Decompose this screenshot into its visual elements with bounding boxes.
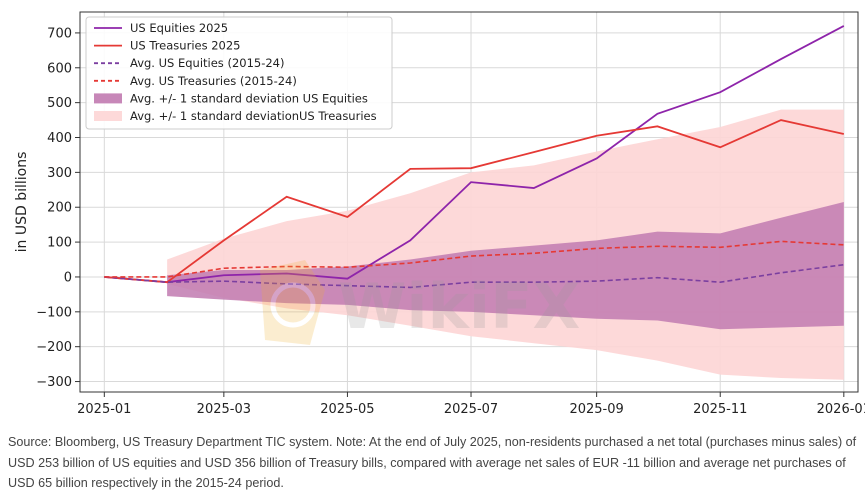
y-tick-label: 0 xyxy=(64,270,72,285)
y-tick-label: 400 xyxy=(47,131,72,146)
line-avg-us-treasuries xyxy=(104,240,844,278)
y-tick-label: −300 xyxy=(36,375,72,390)
legend-band-equities-swatch xyxy=(94,93,122,104)
y-tick-label: 300 xyxy=(47,166,72,181)
y-axis-label: in USD billions xyxy=(14,152,30,253)
legend-us-treasuries-2025-label: US Treasuries 2025 xyxy=(130,39,241,53)
legend-box xyxy=(85,16,393,130)
band-equities-std xyxy=(167,202,844,330)
x-tick-label: 2025-05 xyxy=(320,402,374,417)
y-tick-label: −100 xyxy=(36,305,72,320)
legend-band-treasuries-label: Avg. +/- 1 standard deviationUS Treasuri… xyxy=(130,109,377,123)
chart: −300 −200 −100 0 100 200 300 400 500 600 700 2025-0… xyxy=(14,11,865,417)
x-tick-label: 2025-03 xyxy=(197,402,251,417)
legend-band-equities-label: Avg. +/- 1 standard deviation US Equitie… xyxy=(130,91,368,105)
x-tick-label: 2026-01 xyxy=(817,402,865,417)
line-us-treasuries-2025 xyxy=(104,119,845,284)
line-avg-us-equities xyxy=(104,263,844,289)
legend-avg-us-treasuries-label: Avg. US Treasuries (2015-24) xyxy=(130,74,297,88)
line-us-equities-2025 xyxy=(104,25,845,284)
plot-area xyxy=(104,25,845,380)
chart-svg: −300 −200 −100 0 100 200 300 400 500 600 700 2025-0… xyxy=(14,11,865,417)
y-tick-label: 500 xyxy=(47,96,72,111)
x-tick-label: 2025-09 xyxy=(569,402,623,417)
y-tick-label: 100 xyxy=(47,236,72,251)
legend-us-equities-2025-label: US Equities 2025 xyxy=(130,21,228,35)
x-tick-label: 2025-11 xyxy=(693,402,747,417)
x-tick-label: 2025-01 xyxy=(77,402,131,417)
x-tick-label: 2025-07 xyxy=(444,402,498,417)
source-note: Source: Bloomberg, US Treasury Departmen… xyxy=(8,435,857,490)
y-tick-label: 200 xyxy=(47,201,72,216)
legend-avg-us-equities-label: Avg. US Equities (2015-24) xyxy=(130,56,284,70)
plot-frame xyxy=(79,11,859,393)
legend: US Equities 2025 US Treasuries 2025 Avg. U… xyxy=(85,16,393,130)
y-tick-label: 600 xyxy=(47,61,72,76)
y-tick-label: 700 xyxy=(47,26,72,41)
y-tick-label: −200 xyxy=(36,340,72,355)
legend-band-treasuries-swatch xyxy=(94,111,122,121)
